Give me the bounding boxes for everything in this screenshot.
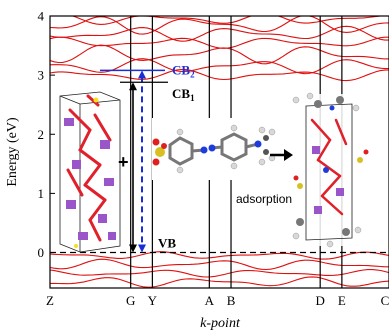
plus-sign: + bbox=[118, 152, 129, 172]
azo-dye-molecule-image bbox=[152, 118, 276, 180]
valence-band-2 bbox=[50, 270, 389, 277]
conduction-band-3 bbox=[50, 37, 389, 48]
y-axis-ticks: 0 1 2 3 4 bbox=[38, 9, 56, 261]
y-tick-label: 0 bbox=[38, 245, 45, 260]
band-gap-arrows bbox=[129, 70, 146, 252]
valence-band-1 bbox=[50, 259, 389, 269]
conduction-band-6 bbox=[50, 13, 389, 24]
x-tick-label-y: Y bbox=[148, 293, 158, 308]
x-tick-label-d: D bbox=[315, 293, 324, 308]
x-tick-label-z: Z bbox=[46, 293, 54, 308]
conduction-band-4 bbox=[50, 26, 389, 41]
x-tick-label-e: E bbox=[338, 293, 346, 308]
x-tick-label-c: C bbox=[381, 293, 389, 308]
x-axis-label: k-point bbox=[200, 316, 241, 331]
x-tick-label-b: B bbox=[227, 293, 236, 308]
y-tick-label: 2 bbox=[38, 127, 45, 142]
vb-label: VB bbox=[158, 236, 176, 251]
y-axis-label: Energy (eV) bbox=[5, 117, 20, 187]
adsorption-label: adsorption bbox=[236, 192, 292, 206]
conduction-band-0 bbox=[50, 70, 389, 81]
left-crystal-structure-image bbox=[58, 92, 122, 252]
cb2-label: CB2 bbox=[172, 62, 195, 79]
cb1-label: CB1 bbox=[172, 86, 195, 103]
conduction-band-1 bbox=[50, 59, 389, 74]
y-tick-label: 3 bbox=[38, 68, 45, 83]
x-tick-label-g: G bbox=[126, 293, 135, 308]
y-tick-label: 1 bbox=[38, 186, 45, 201]
adsorbed-structure-image bbox=[292, 93, 369, 247]
x-tick-label-a: A bbox=[205, 293, 215, 308]
valence-band-3 bbox=[50, 277, 389, 287]
y-tick-label: 4 bbox=[38, 9, 45, 24]
